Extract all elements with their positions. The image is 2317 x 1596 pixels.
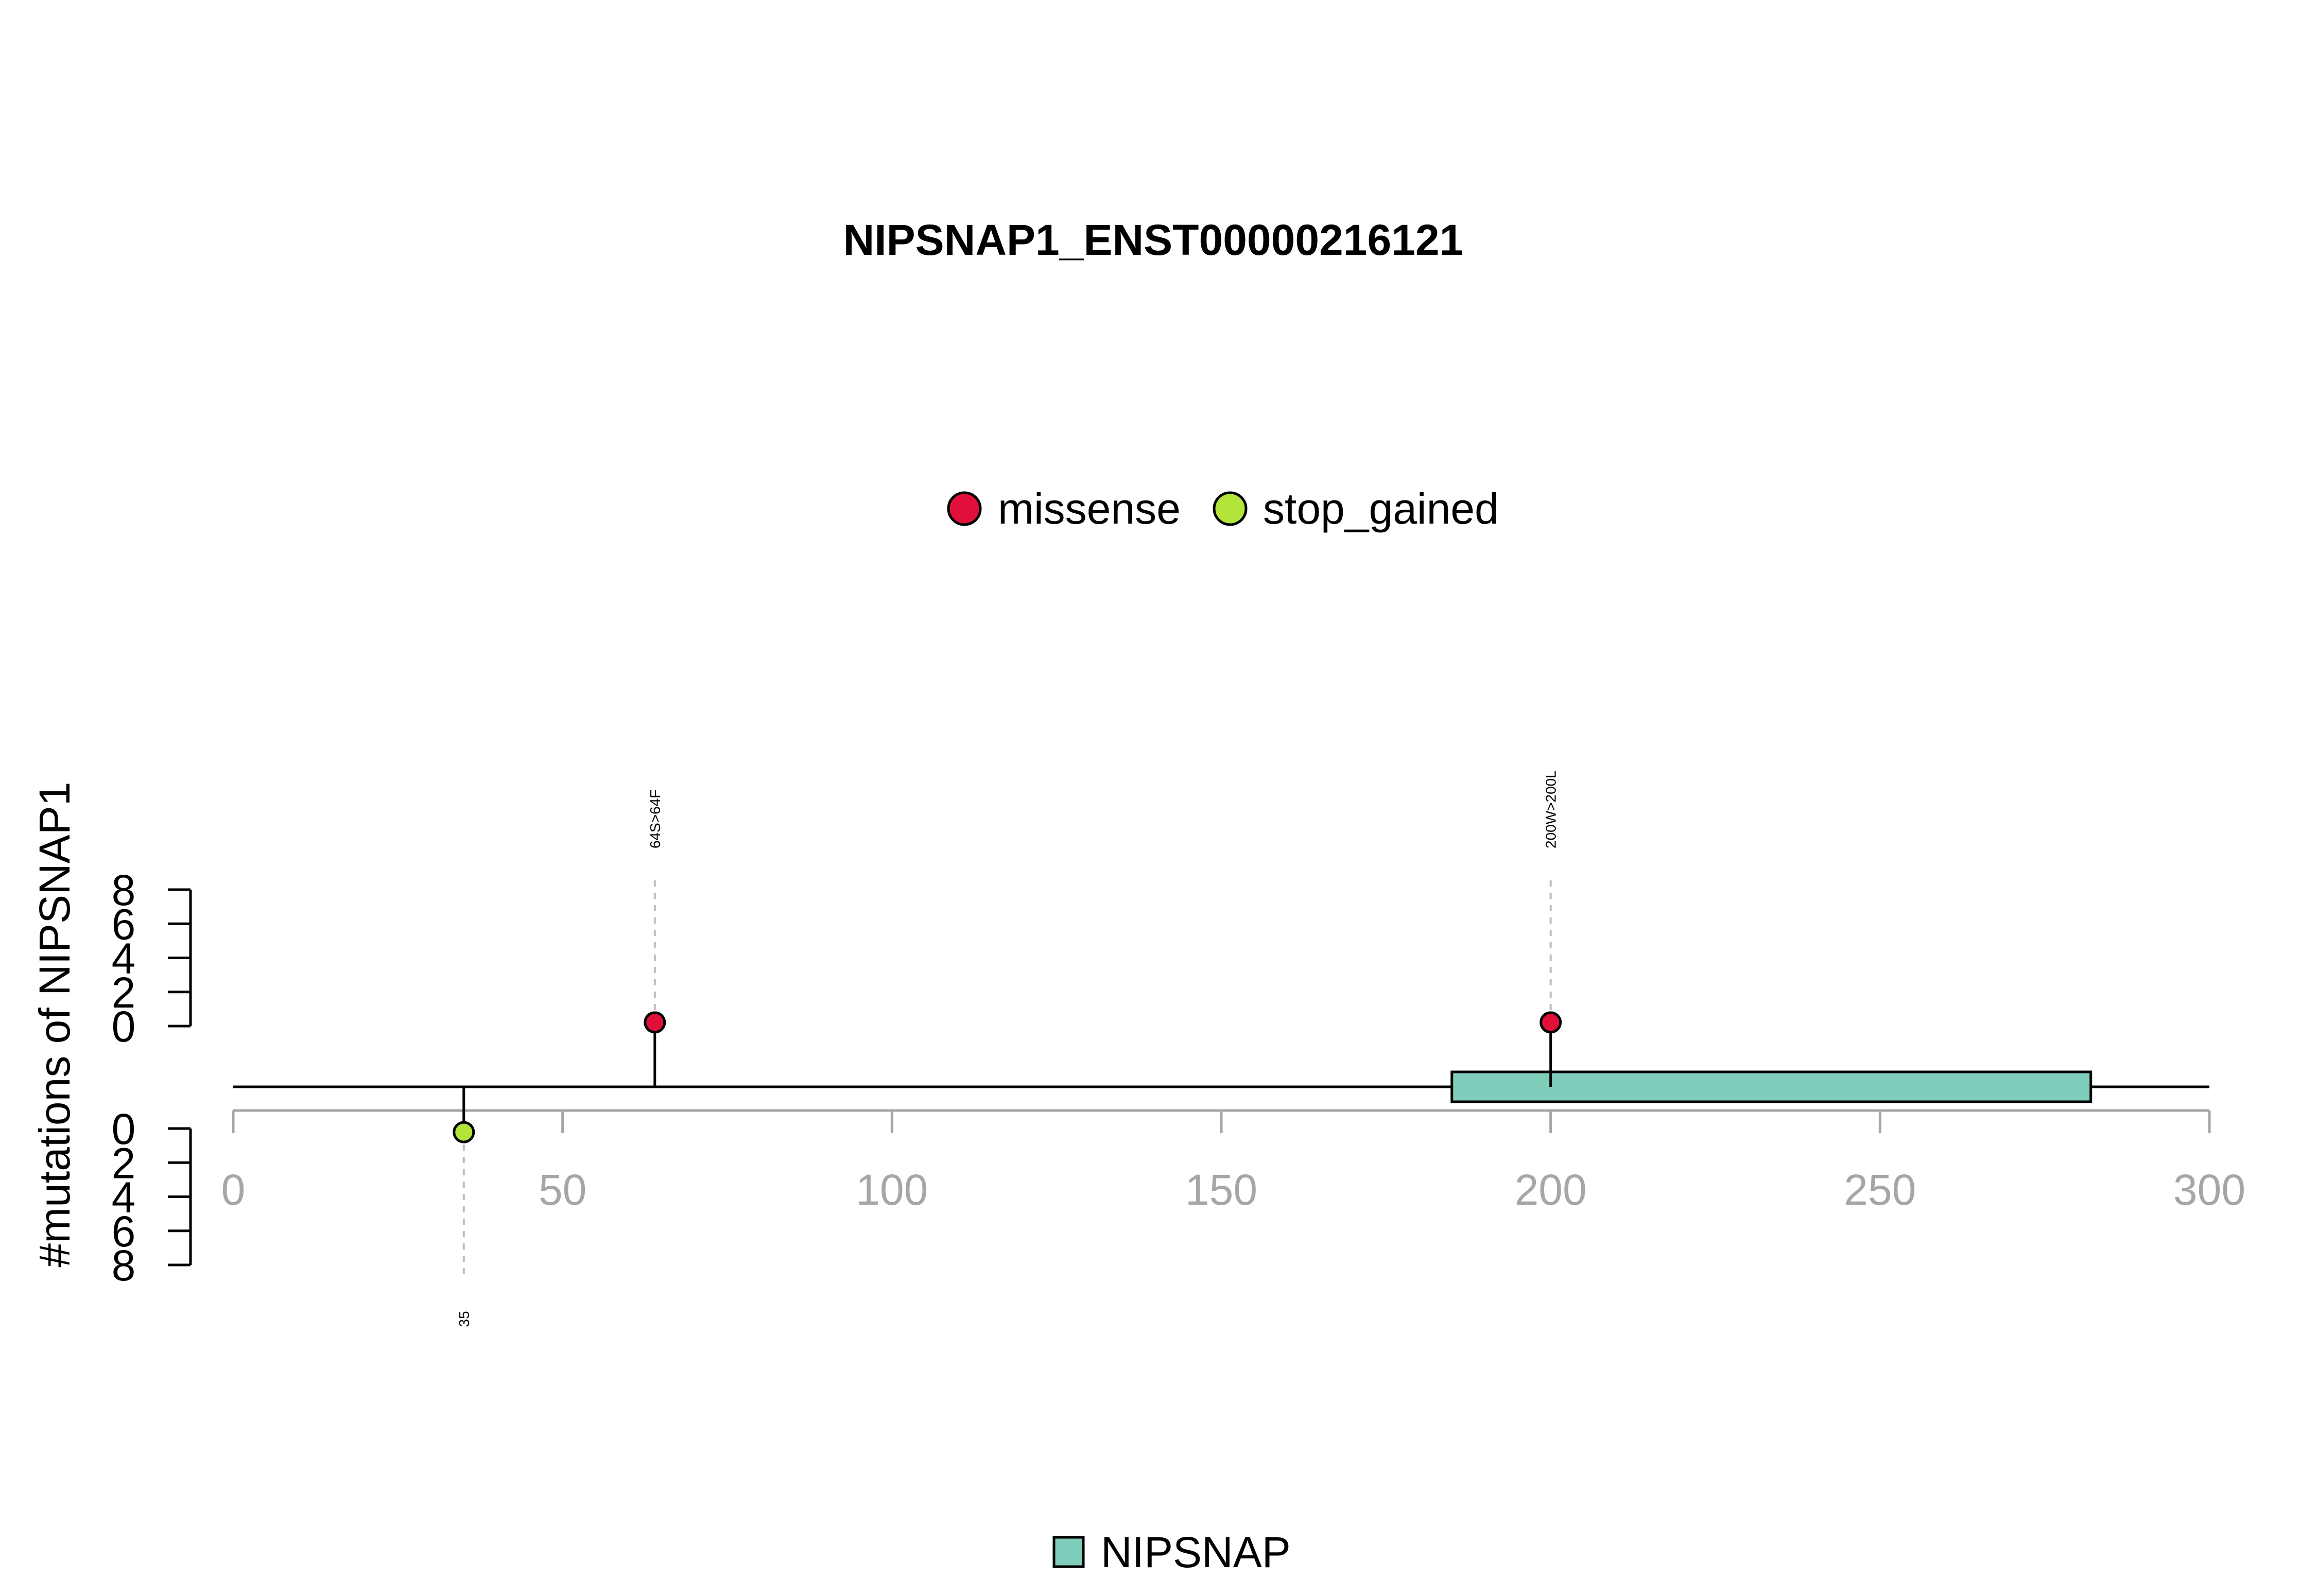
y-tick-label-top-4: 4 (112, 934, 136, 983)
mutation-type-legend: missense stop_gained (947, 484, 1499, 533)
legend-marker-stop_gained (1213, 491, 1248, 526)
x-tick-label-200: 200 (1515, 1166, 1587, 1214)
mutation-point-200 (1540, 1011, 1562, 1034)
mutation-label-35: 35 (456, 1311, 472, 1327)
x-tick-label-250: 250 (1844, 1166, 1916, 1214)
mutation-layer: 35 64S>64F 200W>200L (453, 770, 1562, 1327)
mutation-point-35 (453, 1121, 475, 1143)
x-tick-label-50: 50 (539, 1166, 586, 1214)
legend-label-missense: missense (998, 484, 1181, 533)
mutation-label-64: 64S>64F (647, 790, 663, 848)
y-axis-label: #mutations of NIPSNAP1 (30, 782, 79, 1267)
y-tick-label-top-2: 2 (112, 968, 136, 1017)
domain-legend: NIPSNAP (1052, 1528, 1291, 1576)
domain-NIPSNAP (1450, 1070, 2093, 1103)
x-tick-label-0: 0 (221, 1166, 246, 1214)
y-tick-label-bottom-2: 2 (112, 1139, 136, 1187)
domain-layer (1450, 1070, 2093, 1103)
mutation-point-64 (644, 1011, 666, 1034)
y-tick-label-bottom-8: 8 (112, 1241, 136, 1290)
mutation-label-200: 200W>200L (1543, 770, 1559, 848)
y-tick-label-top-8: 8 (112, 866, 136, 914)
domain-legend-swatch (1052, 1536, 1085, 1568)
legend-marker-missense (947, 491, 982, 526)
chart-title: NIPSNAP1_ENST00000216121 (843, 216, 1464, 264)
y-tick-label-bottom-6: 6 (112, 1207, 136, 1256)
x-tick-label-100: 100 (856, 1166, 928, 1214)
x-axis: 0 50 100 150 200 250 300 (221, 1109, 2245, 1214)
legend-label-stop_gained: stop_gained (1263, 484, 1499, 533)
x-tick-label-300: 300 (2173, 1166, 2245, 1214)
y-tick-label-top-6: 6 (112, 900, 136, 948)
y-tick-label-top-0: 0 (112, 1002, 136, 1051)
x-tick-label-150: 150 (1185, 1166, 1257, 1214)
y-tick-label-bottom-0: 0 (112, 1105, 136, 1153)
y-tick-label-bottom-4: 4 (112, 1173, 136, 1222)
domain-legend-label: NIPSNAP (1101, 1528, 1291, 1576)
